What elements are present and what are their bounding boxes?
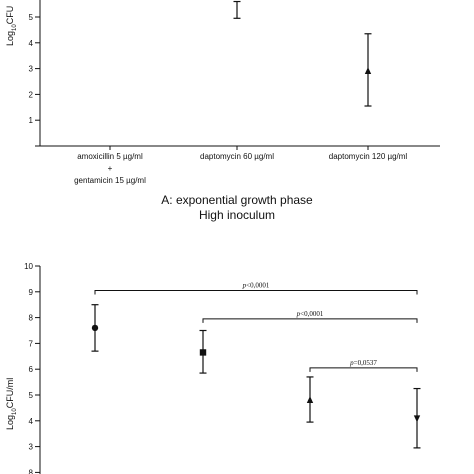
- y-tick-label: 7: [29, 339, 34, 348]
- data-point-triangle: [364, 67, 372, 74]
- bracket-line: [94, 290, 418, 295]
- bottom-y-axis-label: Log10CFU/ml: [5, 378, 18, 430]
- p-value-label: p<0,0001: [296, 310, 324, 318]
- data-point-square: [199, 349, 207, 356]
- p-symbol: p: [242, 282, 247, 290]
- p-value-text: <0,0001: [246, 282, 270, 290]
- data-point-triangle-down: [413, 415, 421, 423]
- y-tick-label: 5: [29, 391, 34, 400]
- y-tick-label: 4: [29, 417, 34, 426]
- top-y-ticks: 1 2 3 4 5: [29, 13, 40, 147]
- significance-bracket: p<0,0001: [94, 282, 418, 295]
- y-tick-label: 8: [29, 468, 34, 474]
- significance-bracket: p=0,0537: [309, 359, 418, 372]
- top-data-points: [233, 0, 372, 107]
- p-value-text: =0,0537: [354, 359, 378, 367]
- y-tick-label: 6: [29, 365, 34, 374]
- bracket-line: [202, 318, 418, 323]
- y-tick-label: 4: [29, 39, 34, 48]
- top-y-axis-label: Log10CFU: [5, 6, 18, 46]
- x-category-label: amoxicillin 5 µg/ml: [77, 152, 143, 161]
- y-tick-label: 10: [24, 262, 33, 271]
- p-value-label: p=0,0537: [349, 359, 377, 367]
- x-category-label: daptomycin 60 µg/ml: [200, 152, 274, 161]
- x-category-label: +: [108, 164, 113, 173]
- data-point-circle: [91, 324, 99, 332]
- p-value-label: p<0,0001: [242, 282, 270, 290]
- bottom-data-points: [91, 304, 421, 449]
- top-category-labels: amoxicillin 5 µg/ml + gentamicin 15 µg/ml d…: [74, 146, 407, 185]
- y-tick-label: 9: [29, 288, 34, 297]
- x-category-label: daptomycin 120 µg/ml: [329, 152, 408, 161]
- p-symbol: p: [296, 310, 301, 318]
- data-point-triangle: [306, 396, 314, 403]
- significance-bracket: p<0,0001: [202, 310, 418, 323]
- y-tick-label: 5: [29, 13, 34, 22]
- error-bar: [233, 0, 241, 19]
- p-symbol: p: [349, 359, 354, 367]
- y-tick-label: 1: [29, 116, 34, 125]
- y-tick-label: 3: [29, 65, 34, 74]
- caption-line-2: High inoculum: [199, 208, 275, 222]
- y-tick-label: 2: [29, 90, 34, 99]
- p-value-text: <0,0001: [300, 310, 324, 318]
- caption-line-1: A: exponential growth phase: [161, 193, 313, 207]
- y-tick-label: 3: [29, 443, 34, 452]
- x-category-label: gentamicin 15 µg/ml: [74, 176, 146, 185]
- bracket-line: [309, 367, 418, 372]
- top-panel: 1 2 3 4 5 amoxicillin 5 µg/ml + gentamicin 15 …: [5, 0, 440, 222]
- y-tick-label: 8: [29, 314, 34, 323]
- bottom-y-ticks: 8 3 4 5 6 7 8 9 10: [24, 262, 40, 474]
